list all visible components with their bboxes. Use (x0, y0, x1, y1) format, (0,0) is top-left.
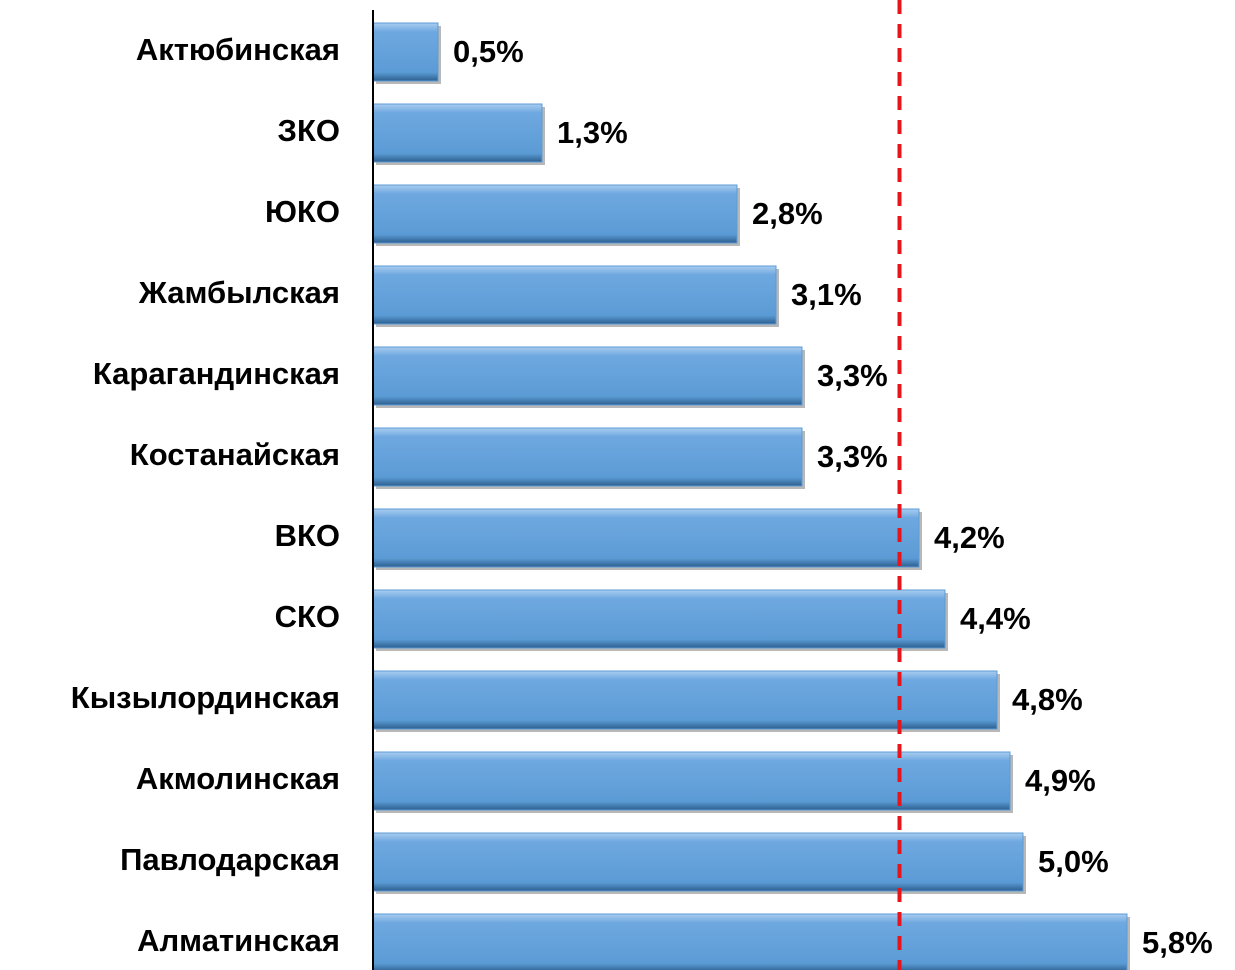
bar (372, 751, 1011, 811)
category-label: Павлодарская (120, 842, 340, 877)
category-label: ВКО (275, 518, 340, 553)
category-label: Жамбылская (138, 275, 340, 310)
bar (372, 265, 777, 325)
value-label: 3,1% (791, 277, 862, 312)
bar (372, 832, 1024, 892)
bar (372, 346, 803, 406)
bar (372, 589, 946, 649)
category-label: СКО (275, 599, 340, 634)
bar (372, 184, 738, 244)
value-label: 4,8% (1012, 682, 1083, 717)
bar (372, 427, 803, 487)
bar (372, 103, 543, 163)
value-label: 5,0% (1038, 844, 1109, 879)
bar (372, 670, 998, 730)
bar (372, 913, 1128, 970)
category-label: Карагандинская (93, 356, 340, 391)
category-label: ЗКО (278, 113, 340, 148)
value-label: 3,3% (817, 439, 888, 474)
category-label: Акмолинская (136, 761, 340, 796)
category-label: Костанайская (130, 437, 340, 472)
value-label: 3,3% (817, 358, 888, 393)
category-label: ЮКО (265, 194, 340, 229)
value-label: 4,4% (960, 601, 1031, 636)
bar (372, 22, 439, 82)
category-label: Актюбинская (136, 32, 340, 67)
value-label: 2,8% (752, 196, 823, 231)
bar (372, 508, 920, 568)
value-label: 1,3% (557, 115, 628, 150)
value-label: 4,2% (934, 520, 1005, 555)
value-label: 0,5% (453, 34, 524, 69)
category-label: Кызылординская (71, 680, 340, 715)
category-label: Алматинская (137, 923, 340, 958)
value-label: 5,8% (1142, 925, 1213, 960)
value-label: 4,9% (1025, 763, 1096, 798)
